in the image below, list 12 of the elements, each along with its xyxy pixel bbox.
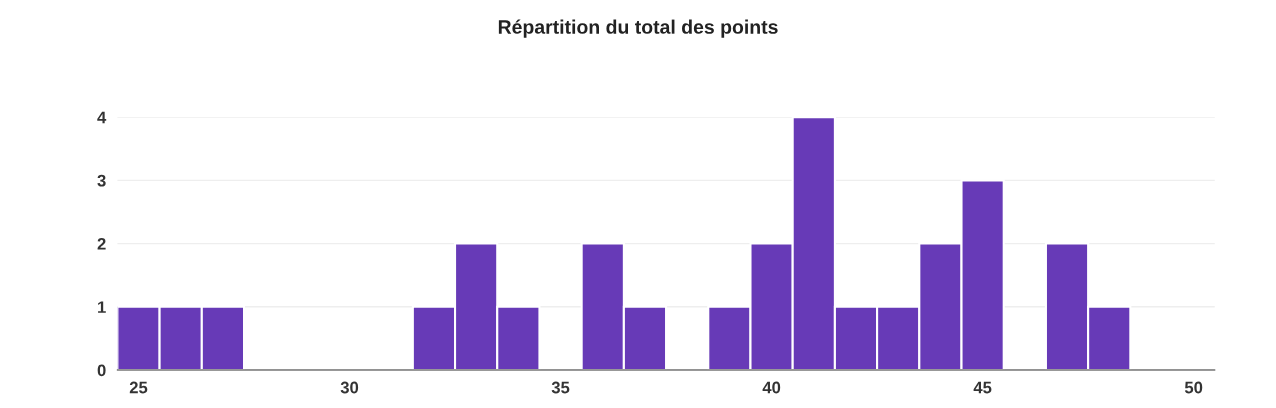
y-tick-label: 1 xyxy=(98,301,106,313)
y-tick-label: 3 xyxy=(97,174,106,187)
x-tick-label: 35 xyxy=(551,381,570,394)
x-tick-label: 30 xyxy=(340,381,359,394)
y-tick-label: 4 xyxy=(97,111,107,124)
x-tick-label: 25 xyxy=(129,381,148,394)
y-tick-label: 0 xyxy=(97,364,106,377)
y-tick-label: 2 xyxy=(97,237,106,250)
x-tick-label: 45 xyxy=(973,381,992,394)
x-tick-label: 40 xyxy=(762,381,781,394)
x-tick-label: 50 xyxy=(1184,381,1203,394)
chart-title: Répartition du total des points xyxy=(498,19,778,38)
